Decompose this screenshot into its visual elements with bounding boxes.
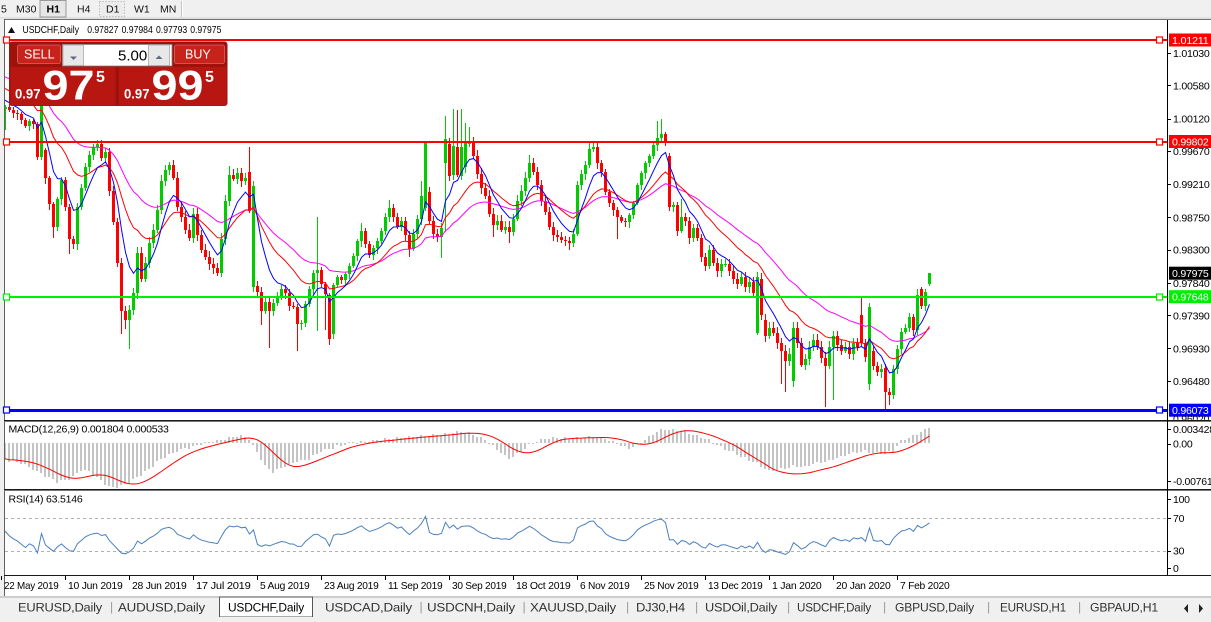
svg-text:97: 97 xyxy=(43,62,95,109)
svg-text:GBPUSD,Daily: GBPUSD,Daily xyxy=(895,601,975,615)
svg-text:30 Sep 2019: 30 Sep 2019 xyxy=(452,580,507,592)
svg-text:13 Dec 2019: 13 Dec 2019 xyxy=(708,580,763,592)
svg-text:0.97984: 0.97984 xyxy=(122,24,153,36)
svg-text:M30: M30 xyxy=(16,4,37,16)
svg-text:0: 0 xyxy=(1173,563,1179,575)
svg-text:H1: H1 xyxy=(47,4,61,16)
svg-text:0.98750: 0.98750 xyxy=(1173,212,1210,224)
svg-text:0.97975: 0.97975 xyxy=(190,24,221,36)
svg-text:MACD(12,26,9) 0.001804 0.00053: MACD(12,26,9) 0.001804 0.000533 xyxy=(9,424,170,436)
svg-text:USDOil,Daily: USDOil,Daily xyxy=(705,601,778,615)
svg-text:10 Jun 2019: 10 Jun 2019 xyxy=(68,580,123,592)
svg-text:7 Feb 2020: 7 Feb 2020 xyxy=(900,580,950,592)
svg-text:SELL: SELL xyxy=(24,48,55,62)
svg-text:0.97648: 0.97648 xyxy=(1172,292,1209,304)
svg-text:1.00120: 1.00120 xyxy=(1173,114,1210,126)
svg-text:5: 5 xyxy=(1,4,7,16)
svg-text:30: 30 xyxy=(1173,546,1185,558)
svg-text:0.98300: 0.98300 xyxy=(1173,245,1210,257)
svg-text:28 Jun 2019: 28 Jun 2019 xyxy=(132,580,187,592)
svg-text:0.96020: 0.96020 xyxy=(1173,413,1210,425)
svg-text:20 Jan 2020: 20 Jan 2020 xyxy=(836,580,891,592)
svg-text:USDCAD,Daily: USDCAD,Daily xyxy=(325,601,413,615)
svg-text:XAUUSD,Daily: XAUUSD,Daily xyxy=(530,601,617,615)
svg-text:23 Aug 2019: 23 Aug 2019 xyxy=(324,580,379,592)
svg-text:EURUSD,H1: EURUSD,H1 xyxy=(1000,601,1066,615)
svg-text:0.97975: 0.97975 xyxy=(1172,268,1209,280)
svg-text:W1: W1 xyxy=(134,4,150,16)
svg-text:-0.007615: -0.007615 xyxy=(1173,476,1211,488)
svg-text:6 Nov 2019: 6 Nov 2019 xyxy=(580,580,630,592)
svg-text:1 Jan 2020: 1 Jan 2020 xyxy=(772,580,822,592)
svg-text:0.96930: 0.96930 xyxy=(1173,343,1210,355)
svg-text:|: | xyxy=(110,600,113,614)
svg-text:USDCHF,Daily: USDCHF,Daily xyxy=(228,601,305,615)
svg-text:|: | xyxy=(523,600,526,614)
svg-text:25 Nov 2019: 25 Nov 2019 xyxy=(644,580,699,592)
svg-text:70: 70 xyxy=(1173,513,1185,525)
svg-text:5: 5 xyxy=(96,69,105,86)
svg-text:100: 100 xyxy=(1173,494,1190,506)
svg-text:0.97793: 0.97793 xyxy=(156,24,187,36)
svg-text:GBPAUD,H1: GBPAUD,H1 xyxy=(1090,601,1158,615)
svg-text:|: | xyxy=(787,600,790,614)
svg-text:EURUSD,Daily: EURUSD,Daily xyxy=(18,601,103,615)
svg-text:22 May 2019: 22 May 2019 xyxy=(4,580,59,592)
svg-text:0.99670: 0.99670 xyxy=(1173,146,1210,158)
svg-text:|: | xyxy=(626,600,629,614)
svg-text:|: | xyxy=(1078,600,1081,614)
svg-text:0.99802: 0.99802 xyxy=(1172,137,1209,149)
svg-text:D1: D1 xyxy=(106,4,120,16)
svg-text:0.97390: 0.97390 xyxy=(1173,310,1210,322)
svg-text:USDCHF,Daily: USDCHF,Daily xyxy=(797,601,872,615)
svg-text:17 Jul 2019: 17 Jul 2019 xyxy=(196,580,251,592)
svg-text:0.96073: 0.96073 xyxy=(1172,405,1209,417)
svg-text:RSI(14) 63.5146: RSI(14) 63.5146 xyxy=(9,494,83,506)
svg-text:5: 5 xyxy=(205,69,214,86)
svg-text:0.97840: 0.97840 xyxy=(1173,278,1210,290)
svg-text:MN: MN xyxy=(160,4,176,16)
svg-text:DJ30,H4: DJ30,H4 xyxy=(636,601,685,615)
svg-text:1.01211: 1.01211 xyxy=(1172,35,1209,47)
svg-text:|: | xyxy=(695,600,698,614)
svg-text:BUY: BUY xyxy=(185,48,211,62)
svg-text:USDCNH,Daily: USDCNH,Daily xyxy=(427,601,516,615)
svg-text:1.00580: 1.00580 xyxy=(1173,81,1210,93)
svg-text:|: | xyxy=(420,600,423,614)
svg-text:H4: H4 xyxy=(77,4,91,16)
svg-text:|: | xyxy=(987,600,990,614)
svg-text:0.97827: 0.97827 xyxy=(87,24,118,36)
svg-text:0.96480: 0.96480 xyxy=(1173,376,1210,388)
svg-text:5.00: 5.00 xyxy=(118,48,147,65)
svg-text:USDCHF,Daily: USDCHF,Daily xyxy=(23,24,80,36)
svg-text:11 Sep 2019: 11 Sep 2019 xyxy=(388,580,443,592)
svg-text:0.97: 0.97 xyxy=(15,87,41,102)
svg-text:AUDUSD,Daily: AUDUSD,Daily xyxy=(118,601,206,615)
svg-text:99: 99 xyxy=(152,62,204,109)
svg-text:5 Aug 2019: 5 Aug 2019 xyxy=(260,580,310,592)
svg-text:18 Oct 2019: 18 Oct 2019 xyxy=(516,580,571,592)
svg-text:1.01030: 1.01030 xyxy=(1173,48,1210,60)
svg-text:0.003428: 0.003428 xyxy=(1173,424,1211,436)
svg-text:0.99210: 0.99210 xyxy=(1173,179,1210,191)
svg-text:0.97: 0.97 xyxy=(124,87,150,102)
svg-text:0.00: 0.00 xyxy=(1173,439,1193,451)
svg-text:|: | xyxy=(883,600,886,614)
